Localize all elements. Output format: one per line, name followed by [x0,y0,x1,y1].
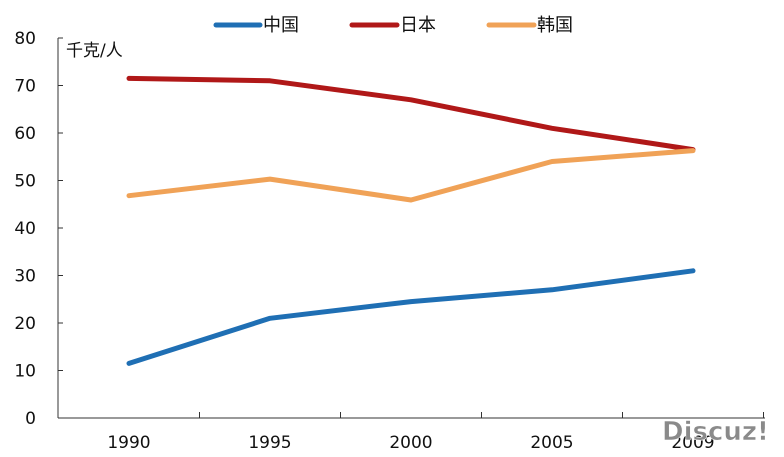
x-axis-ticks: 1990 1995 2000 2005 2009 [57,412,764,453]
legend: 中国 日本 韩国 [213,15,573,36]
legend-label: 中国 [263,15,299,36]
axes [57,38,765,419]
x-tick-label: 2005 [530,433,573,453]
series-line [126,268,696,366]
y-tick-label: 70 [14,77,36,97]
y-axis-unit-label: 千克/人 [66,41,123,61]
y-tick-label: 40 [14,219,36,239]
y-tick-label: 60 [14,124,36,144]
y-axis-ticks: 0 10 20 30 40 50 60 70 80 [14,29,63,429]
legend-label: 日本 [400,15,436,36]
series-line [126,75,696,153]
y-tick-label: 30 [14,267,36,287]
x-tick-label: 2009 [671,433,714,453]
y-tick-label: 50 [14,172,36,192]
x-tick-label: 2000 [389,433,432,453]
series-line [126,148,696,203]
series-lines [126,75,696,366]
x-tick-label: 1995 [248,433,291,453]
y-tick-label: 0 [25,409,36,429]
watermark-logo: Discuz! [662,417,769,447]
y-tick-label: 10 [14,362,36,382]
y-tick-label: 80 [14,29,36,49]
y-tick-label: 20 [14,314,36,334]
legend-label: 韩国 [537,15,573,36]
x-tick-label: 1990 [107,433,150,453]
